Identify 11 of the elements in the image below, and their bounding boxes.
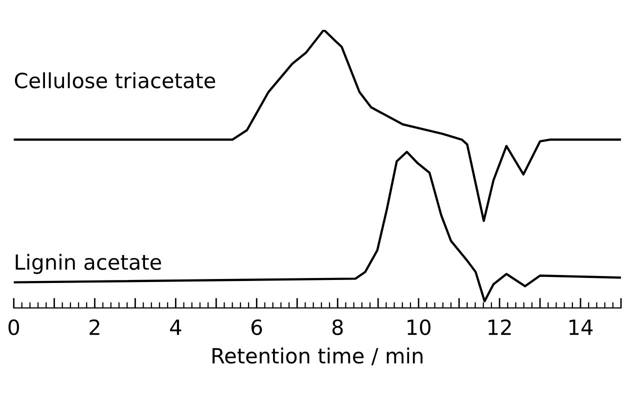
x-tick-label: 14	[570, 320, 593, 335]
x-axis-title: Retention time / min	[212, 348, 422, 366]
x-tick-label: 2	[90, 319, 100, 335]
x-tick-label: 12	[488, 319, 511, 335]
x-tick-label: 6	[251, 319, 262, 336]
x-tick-label: 4	[170, 320, 182, 335]
x-tick-label: 10	[408, 319, 430, 336]
series-label: Lignin acetate	[16, 254, 162, 274]
text: Cellulose triacetate	[14, 72, 216, 88]
x-tick-label: 0	[8, 319, 20, 336]
x-tick-label: 8	[332, 319, 343, 336]
